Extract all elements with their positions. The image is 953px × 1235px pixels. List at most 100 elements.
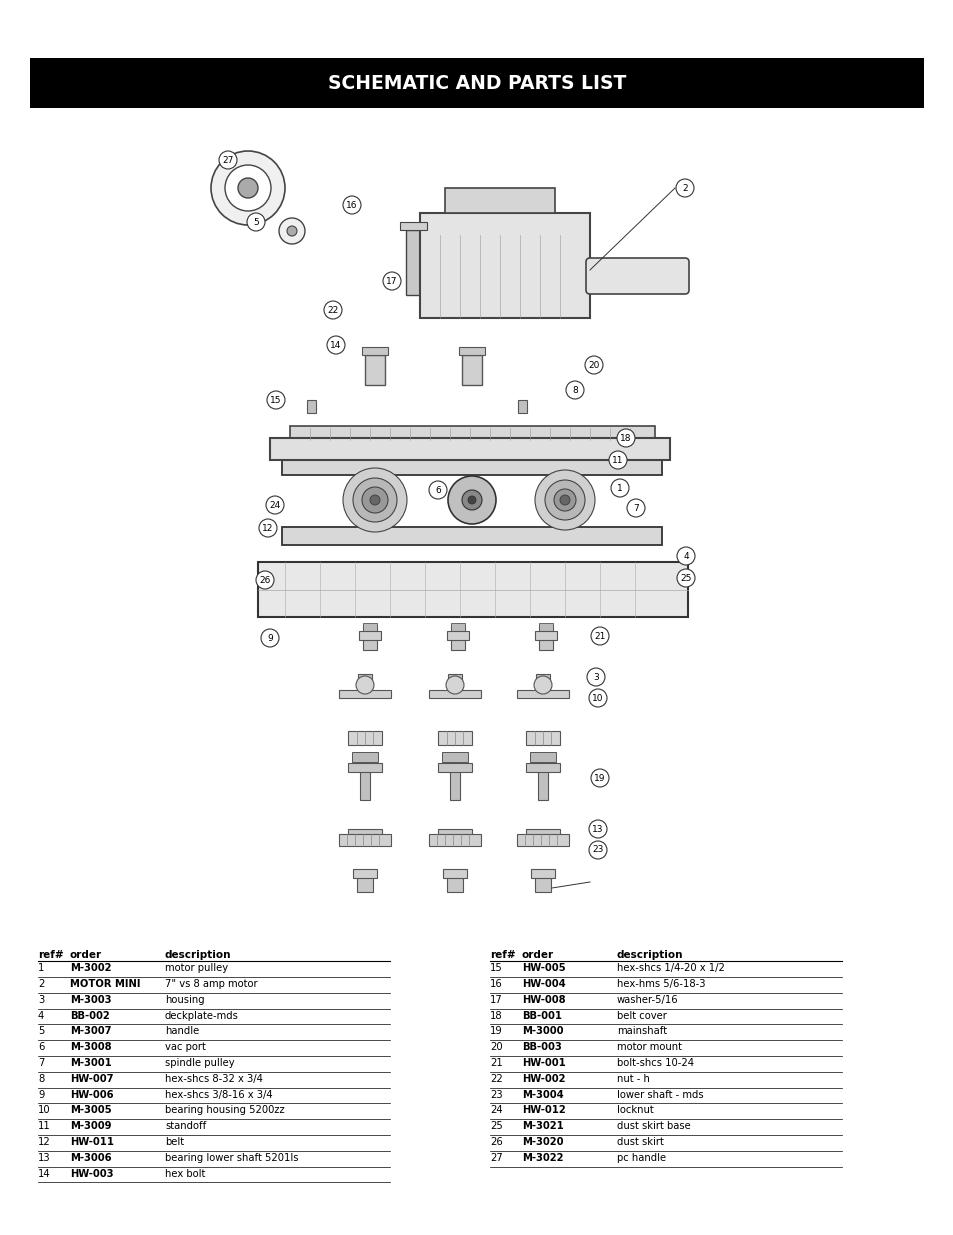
Text: belt cover: belt cover (617, 1010, 666, 1020)
Circle shape (219, 151, 236, 169)
Text: HW-003: HW-003 (70, 1168, 113, 1178)
Bar (441, 752, 468, 762)
Circle shape (446, 676, 463, 694)
Text: bearing housing 5200zz: bearing housing 5200zz (165, 1105, 284, 1115)
Text: 13: 13 (592, 825, 603, 834)
Text: 7" vs 8 amp motor: 7" vs 8 amp motor (165, 979, 257, 989)
Text: HW-008: HW-008 (521, 995, 565, 1005)
Text: 21: 21 (594, 631, 605, 641)
Bar (531, 869, 555, 878)
Text: deckplate-mds: deckplate-mds (165, 1010, 238, 1020)
Bar (348, 731, 381, 745)
Bar (437, 731, 472, 745)
Circle shape (461, 490, 481, 510)
Text: HW-011: HW-011 (70, 1137, 113, 1147)
Bar (538, 622, 553, 631)
Circle shape (255, 571, 274, 589)
Bar (270, 438, 669, 459)
Text: hex-shcs 1/4-20 x 1/2: hex-shcs 1/4-20 x 1/2 (617, 963, 724, 973)
Text: 8: 8 (38, 1074, 44, 1084)
Bar (406, 230, 420, 295)
Bar (338, 834, 391, 846)
Text: 14: 14 (38, 1168, 51, 1178)
Text: 24: 24 (269, 500, 280, 510)
Text: locknut: locknut (617, 1105, 653, 1115)
Bar (419, 212, 589, 317)
Text: M-3000: M-3000 (521, 1026, 563, 1036)
Text: 16: 16 (490, 979, 502, 989)
Circle shape (237, 178, 257, 198)
Bar (365, 354, 385, 385)
Circle shape (676, 179, 693, 198)
Circle shape (588, 820, 606, 839)
Text: handle: handle (165, 1026, 199, 1036)
Circle shape (278, 219, 305, 245)
Text: M-3020: M-3020 (521, 1137, 563, 1147)
Circle shape (353, 478, 396, 522)
Text: 2: 2 (681, 184, 687, 193)
Text: spindle pulley: spindle pulley (165, 1058, 234, 1068)
Bar (525, 763, 559, 772)
Text: washer-5/16: washer-5/16 (617, 995, 678, 1005)
Bar (30, 58, 923, 107)
Text: 12: 12 (262, 524, 274, 532)
Text: 15: 15 (490, 963, 502, 973)
Bar (538, 625, 553, 650)
Circle shape (355, 676, 374, 694)
Text: pc handle: pc handle (617, 1152, 665, 1163)
Text: M-3005: M-3005 (70, 1105, 112, 1115)
Text: 19: 19 (594, 773, 605, 783)
Text: 1: 1 (617, 483, 622, 493)
Circle shape (468, 496, 476, 504)
Text: hex-hms 5/6-18-3: hex-hms 5/6-18-3 (617, 979, 705, 989)
Text: 13: 13 (38, 1152, 51, 1163)
Circle shape (261, 629, 278, 647)
Text: hex bolt: hex bolt (165, 1168, 205, 1178)
Circle shape (266, 496, 284, 514)
Text: 26: 26 (490, 1137, 502, 1147)
Bar (517, 690, 568, 698)
Circle shape (211, 151, 285, 225)
Bar (429, 834, 480, 846)
Text: 27: 27 (490, 1152, 502, 1163)
Text: M-3003: M-3003 (70, 995, 112, 1005)
Text: dust skirt: dust skirt (617, 1137, 663, 1147)
Circle shape (247, 212, 265, 231)
Bar (363, 622, 376, 631)
Text: 17: 17 (490, 995, 502, 1005)
Circle shape (382, 272, 400, 290)
Circle shape (617, 429, 635, 447)
Bar (338, 690, 391, 698)
Circle shape (535, 471, 595, 530)
Circle shape (370, 495, 379, 505)
Bar (447, 874, 462, 892)
Text: 22: 22 (327, 305, 338, 315)
Text: 6: 6 (435, 485, 440, 494)
Text: HW-006: HW-006 (70, 1089, 113, 1099)
Text: 3: 3 (593, 673, 598, 682)
Text: 12: 12 (38, 1137, 51, 1147)
Circle shape (677, 547, 695, 564)
FancyBboxPatch shape (585, 258, 688, 294)
Text: BB-002: BB-002 (70, 1010, 110, 1020)
Text: ref#: ref# (490, 950, 515, 960)
Text: M-3007: M-3007 (70, 1026, 112, 1036)
Text: dust skirt base: dust skirt base (617, 1121, 690, 1131)
Circle shape (343, 196, 360, 214)
Bar (530, 752, 556, 762)
Bar (447, 631, 469, 640)
Text: 10: 10 (38, 1105, 51, 1115)
Text: M-3009: M-3009 (70, 1121, 112, 1131)
Text: M-3001: M-3001 (70, 1058, 112, 1068)
Circle shape (608, 451, 626, 469)
Bar (353, 869, 376, 878)
Text: order: order (521, 950, 554, 960)
Text: hex-shcs 3/8-16 x 3/4: hex-shcs 3/8-16 x 3/4 (165, 1089, 273, 1099)
Bar (348, 829, 381, 839)
Text: HW-012: HW-012 (521, 1105, 565, 1115)
Bar (536, 674, 550, 690)
Text: 10: 10 (592, 694, 603, 703)
Text: 2: 2 (38, 979, 45, 989)
Text: MOTOR MINI: MOTOR MINI (70, 979, 140, 989)
Bar (437, 763, 472, 772)
